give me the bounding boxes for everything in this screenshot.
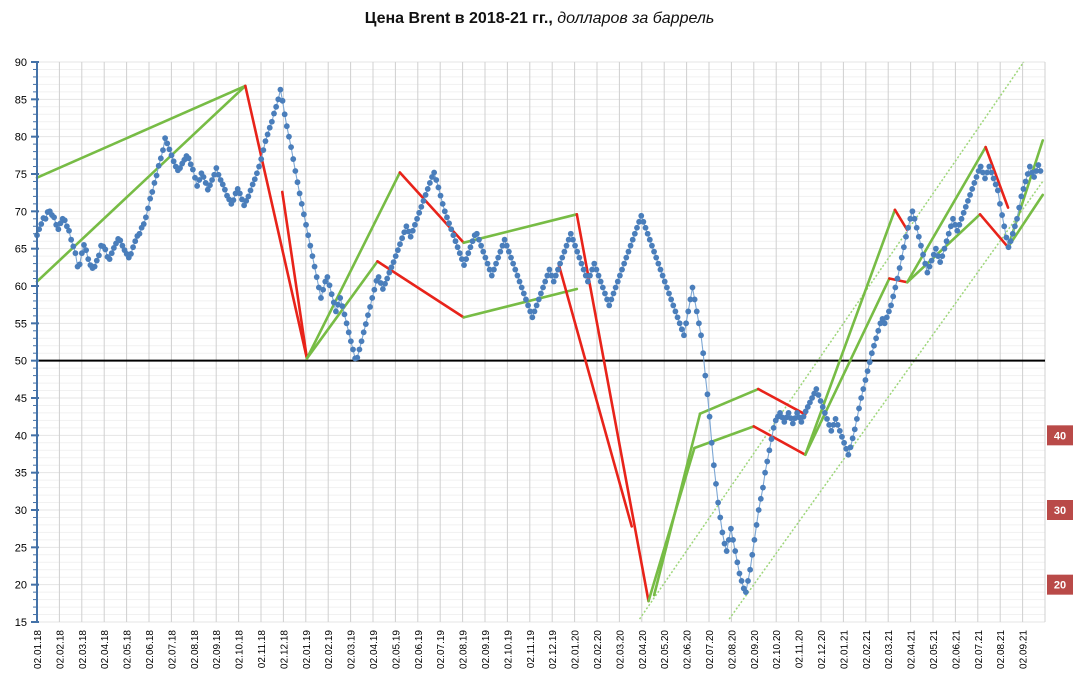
svg-text:02.05.19: 02.05.19 bbox=[391, 630, 402, 669]
svg-text:02.02.18: 02.02.18 bbox=[55, 630, 66, 669]
svg-text:02.09.19: 02.09.19 bbox=[481, 630, 492, 669]
svg-text:02.12.20: 02.12.20 bbox=[817, 630, 828, 669]
svg-text:02.10.19: 02.10.19 bbox=[503, 630, 514, 669]
svg-text:02.01.19: 02.01.19 bbox=[302, 630, 313, 669]
svg-text:02.07.21: 02.07.21 bbox=[974, 630, 985, 669]
svg-text:02.01.18: 02.01.18 bbox=[33, 630, 44, 669]
svg-text:02.07.20: 02.07.20 bbox=[705, 630, 716, 669]
y-axis bbox=[31, 61, 39, 623]
title-italic-part: долларов за баррель bbox=[552, 10, 715, 27]
series-connector-line bbox=[36, 89, 1042, 594]
svg-text:40: 40 bbox=[15, 430, 27, 442]
svg-text:02.02.19: 02.02.19 bbox=[324, 630, 335, 669]
svg-text:02.02.21: 02.02.21 bbox=[862, 630, 873, 669]
svg-text:02.08.19: 02.08.19 bbox=[459, 630, 470, 669]
svg-text:02.05.18: 02.05.18 bbox=[123, 630, 134, 669]
svg-text:90: 90 bbox=[15, 57, 27, 69]
svg-text:02.06.21: 02.06.21 bbox=[951, 630, 962, 669]
svg-text:45: 45 bbox=[15, 393, 27, 405]
svg-text:30: 30 bbox=[1054, 505, 1066, 517]
svg-text:02.03.21: 02.03.21 bbox=[884, 630, 895, 669]
svg-text:02.07.18: 02.07.18 bbox=[167, 630, 178, 669]
svg-text:20: 20 bbox=[15, 580, 27, 592]
major-horizontal-gridlines bbox=[37, 61, 1045, 623]
svg-text:02.10.18: 02.10.18 bbox=[235, 630, 246, 669]
title-bold-part: Цена Brent в 2018-21 гг., bbox=[364, 10, 553, 27]
svg-text:02.06.19: 02.06.19 bbox=[414, 630, 425, 669]
svg-text:02.11.20: 02.11.20 bbox=[795, 630, 806, 669]
svg-text:02.06.20: 02.06.20 bbox=[683, 630, 694, 669]
svg-text:02.05.21: 02.05.21 bbox=[929, 630, 940, 669]
svg-text:70: 70 bbox=[15, 206, 27, 218]
svg-text:80: 80 bbox=[15, 132, 27, 144]
svg-text:30: 30 bbox=[15, 505, 27, 517]
svg-text:55: 55 bbox=[15, 318, 27, 330]
svg-text:02.03.19: 02.03.19 bbox=[347, 630, 358, 669]
svg-text:20: 20 bbox=[1054, 580, 1066, 592]
svg-text:02.11.18: 02.11.18 bbox=[257, 630, 268, 669]
svg-text:02.03.20: 02.03.20 bbox=[615, 630, 626, 669]
svg-text:02.09.21: 02.09.21 bbox=[1019, 630, 1030, 669]
svg-text:02.06.18: 02.06.18 bbox=[145, 630, 156, 669]
svg-text:02.08.20: 02.08.20 bbox=[727, 630, 738, 669]
right-value-badges: 40 30 20 bbox=[1047, 425, 1073, 595]
svg-text:02.10.20: 02.10.20 bbox=[772, 630, 783, 669]
vertical-gridlines bbox=[36, 62, 1046, 622]
y-axis-tick-labels: 90 85 80 75 70 65 60 55 50 45 40 35 30 25 20 15 bbox=[15, 57, 27, 629]
svg-text:02.09.20: 02.09.20 bbox=[750, 630, 761, 669]
svg-text:50: 50 bbox=[15, 356, 27, 368]
svg-text:25: 25 bbox=[15, 542, 27, 554]
series-markers bbox=[34, 86, 1044, 596]
x-axis-tick-labels: 02.01.18 02.02.18 02.03.18 02.04.18 02.05.18… bbox=[33, 630, 1030, 669]
svg-text:02.08.18: 02.08.18 bbox=[190, 630, 201, 669]
svg-text:02.04.21: 02.04.21 bbox=[907, 630, 918, 669]
svg-text:02.12.19: 02.12.19 bbox=[548, 630, 559, 669]
svg-text:85: 85 bbox=[15, 94, 27, 106]
svg-text:15: 15 bbox=[15, 617, 27, 629]
svg-text:02.01.21: 02.01.21 bbox=[839, 630, 850, 669]
svg-text:02.08.21: 02.08.21 bbox=[996, 630, 1007, 669]
svg-text:40: 40 bbox=[1054, 430, 1066, 442]
page-title: Цена Brent в 2018-21 гг., долларов за ба… bbox=[0, 10, 1079, 28]
svg-text:75: 75 bbox=[15, 169, 27, 181]
svg-text:02.09.18: 02.09.18 bbox=[212, 630, 223, 669]
svg-text:02.05.20: 02.05.20 bbox=[660, 630, 671, 669]
macro-guide-lines bbox=[638, 61, 1044, 620]
trend-channel-lines bbox=[35, 84, 1045, 603]
svg-text:60: 60 bbox=[15, 281, 27, 293]
svg-text:02.04.18: 02.04.18 bbox=[100, 630, 111, 669]
svg-text:65: 65 bbox=[15, 244, 27, 256]
svg-text:02.07.19: 02.07.19 bbox=[436, 630, 447, 669]
minor-horizontal-gridlines bbox=[37, 68, 1045, 616]
svg-text:02.01.20: 02.01.20 bbox=[571, 630, 582, 669]
svg-text:02.12.18: 02.12.18 bbox=[279, 630, 290, 669]
svg-text:02.03.18: 02.03.18 bbox=[78, 630, 89, 669]
svg-text:02.04.20: 02.04.20 bbox=[638, 630, 649, 669]
svg-text:02.11.19: 02.11.19 bbox=[526, 630, 537, 669]
svg-text:02.04.19: 02.04.19 bbox=[369, 630, 380, 669]
svg-text:35: 35 bbox=[15, 468, 27, 480]
svg-text:02.02.20: 02.02.20 bbox=[593, 630, 604, 669]
